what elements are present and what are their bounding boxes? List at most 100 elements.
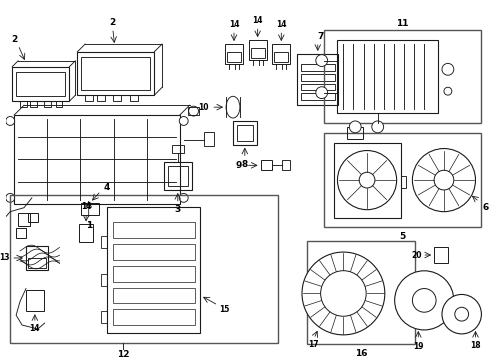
Bar: [55, 101, 62, 107]
Bar: [225, 44, 243, 64]
Bar: [14, 115, 180, 204]
Bar: [28, 258, 46, 268]
Bar: [97, 95, 105, 101]
Bar: [204, 132, 214, 146]
Circle shape: [394, 271, 454, 330]
Text: 10: 10: [198, 103, 209, 112]
Bar: [20, 101, 27, 107]
Bar: [227, 52, 241, 62]
Bar: [301, 74, 335, 81]
Text: 6: 6: [482, 203, 489, 212]
Circle shape: [455, 307, 468, 321]
Circle shape: [316, 55, 328, 67]
Text: 18: 18: [470, 341, 481, 350]
Bar: [261, 161, 272, 170]
Circle shape: [179, 193, 188, 202]
Text: 15: 15: [219, 305, 229, 314]
Bar: [172, 145, 184, 153]
Bar: [18, 213, 30, 226]
Bar: [324, 30, 481, 123]
Text: 17: 17: [309, 340, 319, 349]
Circle shape: [444, 87, 452, 95]
Bar: [85, 95, 93, 101]
Circle shape: [179, 117, 188, 125]
Bar: [101, 236, 107, 248]
Text: 14: 14: [252, 16, 263, 25]
Circle shape: [316, 87, 328, 99]
Circle shape: [359, 172, 375, 188]
Text: 20: 20: [411, 251, 421, 260]
Bar: [401, 176, 407, 188]
Bar: [113, 222, 195, 238]
Bar: [307, 241, 416, 344]
Bar: [113, 309, 195, 325]
Bar: [26, 289, 44, 311]
Circle shape: [189, 106, 198, 116]
Bar: [274, 52, 288, 62]
Bar: [324, 133, 481, 228]
Bar: [301, 93, 335, 100]
Text: 14: 14: [81, 202, 91, 211]
Bar: [297, 54, 339, 105]
Bar: [334, 143, 401, 217]
Text: 9: 9: [236, 161, 242, 170]
Bar: [101, 311, 107, 323]
Circle shape: [442, 294, 481, 334]
Text: 13: 13: [0, 253, 9, 262]
Text: 5: 5: [399, 232, 406, 241]
Bar: [249, 40, 267, 60]
Circle shape: [442, 63, 454, 75]
Circle shape: [413, 289, 436, 312]
Bar: [113, 266, 195, 282]
Bar: [188, 107, 199, 115]
Text: 7: 7: [318, 32, 324, 41]
Bar: [130, 95, 138, 101]
Text: 3: 3: [174, 205, 181, 214]
Bar: [113, 244, 195, 260]
Bar: [164, 162, 192, 190]
Bar: [81, 57, 150, 90]
Bar: [26, 246, 48, 270]
Bar: [77, 52, 154, 95]
Ellipse shape: [226, 96, 240, 118]
Bar: [237, 125, 253, 141]
Text: 4: 4: [103, 183, 110, 192]
Text: 14: 14: [276, 20, 287, 29]
Bar: [101, 274, 107, 285]
Bar: [282, 161, 290, 170]
Bar: [301, 64, 335, 71]
Bar: [168, 166, 188, 186]
Text: 8: 8: [242, 160, 248, 169]
Circle shape: [0, 225, 2, 237]
Circle shape: [302, 252, 385, 335]
Circle shape: [434, 170, 454, 190]
Text: 2: 2: [11, 35, 17, 44]
Circle shape: [413, 149, 475, 212]
Bar: [10, 195, 278, 343]
Bar: [12, 67, 70, 101]
Bar: [347, 127, 363, 139]
Text: 12: 12: [117, 350, 129, 359]
Text: 14: 14: [29, 324, 40, 333]
Bar: [16, 228, 26, 238]
Text: 11: 11: [396, 19, 409, 28]
Bar: [107, 207, 200, 333]
Bar: [79, 225, 93, 242]
Bar: [28, 213, 38, 222]
Bar: [113, 95, 121, 101]
Bar: [338, 40, 438, 113]
Bar: [30, 101, 37, 107]
Circle shape: [6, 193, 15, 202]
Text: 16: 16: [355, 349, 368, 358]
Circle shape: [320, 271, 366, 316]
Text: 14: 14: [229, 20, 239, 29]
Circle shape: [338, 150, 396, 210]
Bar: [272, 44, 290, 64]
Bar: [16, 72, 65, 96]
Bar: [233, 121, 257, 145]
Text: 19: 19: [413, 342, 423, 351]
Bar: [434, 247, 448, 263]
Text: 1: 1: [86, 221, 92, 230]
Bar: [113, 288, 195, 303]
Text: 2: 2: [110, 18, 116, 27]
